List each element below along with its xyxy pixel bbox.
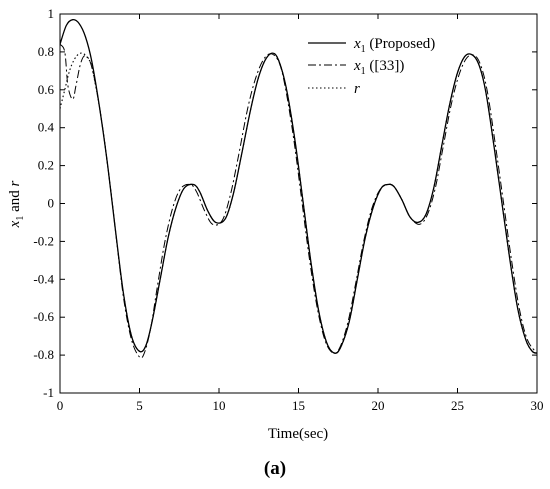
axis-ticks <box>59 13 538 394</box>
y-axis-label-var: x <box>7 220 23 228</box>
y-tick-label: 1 <box>48 6 55 21</box>
x-tick-label: 10 <box>213 398 226 413</box>
legend-label-ref33: x1 ([33]) <box>353 58 404 77</box>
y-tick-label: -0.2 <box>33 233 54 248</box>
x-tick-label: 30 <box>531 398 544 413</box>
legend-label-proposed: x1 (Proposed) <box>353 36 435 55</box>
series-line-x1-ref33 <box>59 43 538 359</box>
y-tick-label: -0.4 <box>33 271 54 286</box>
caption: (a) <box>264 458 286 479</box>
y-tick-label: 0.2 <box>38 158 54 173</box>
y-tick-label: -0.8 <box>33 347 54 362</box>
y-tick-label: 0.4 <box>38 120 55 135</box>
y-axis-label-r: r <box>7 181 23 187</box>
x-tick-label: 5 <box>136 398 143 413</box>
y-axis-label: x1 and r <box>7 181 26 229</box>
x-axis-label: Time(sec) <box>268 426 328 442</box>
y-tick-label: 0 <box>48 196 55 211</box>
x-tick-label: 0 <box>57 398 64 413</box>
y-tick-label: 0.6 <box>38 82 55 97</box>
series-lines <box>59 18 538 359</box>
y-axis-label-subscript: 1 <box>15 216 26 221</box>
x-tick-label: 20 <box>372 398 385 413</box>
series-line-x1-proposed <box>59 18 538 354</box>
x-tick-label: 15 <box>292 398 305 413</box>
tick-labels: 0 5 10 15 20 25 30 -1 -0.8 -0.6 -0.4 -0.2 0 0.2 0.4 0.6… <box>33 6 543 413</box>
y-tick-label: -1 <box>43 385 54 400</box>
y-tick-label: -0.6 <box>33 309 54 324</box>
y-tick-label: 0.8 <box>38 44 54 59</box>
x-tick-label: 25 <box>451 398 464 413</box>
series-line-r <box>59 52 538 354</box>
y-axis-label-mid: and <box>7 187 23 216</box>
legend-label-reference: r <box>354 81 360 97</box>
legend: x1 (Proposed) x1 ([33]) r <box>308 36 435 97</box>
